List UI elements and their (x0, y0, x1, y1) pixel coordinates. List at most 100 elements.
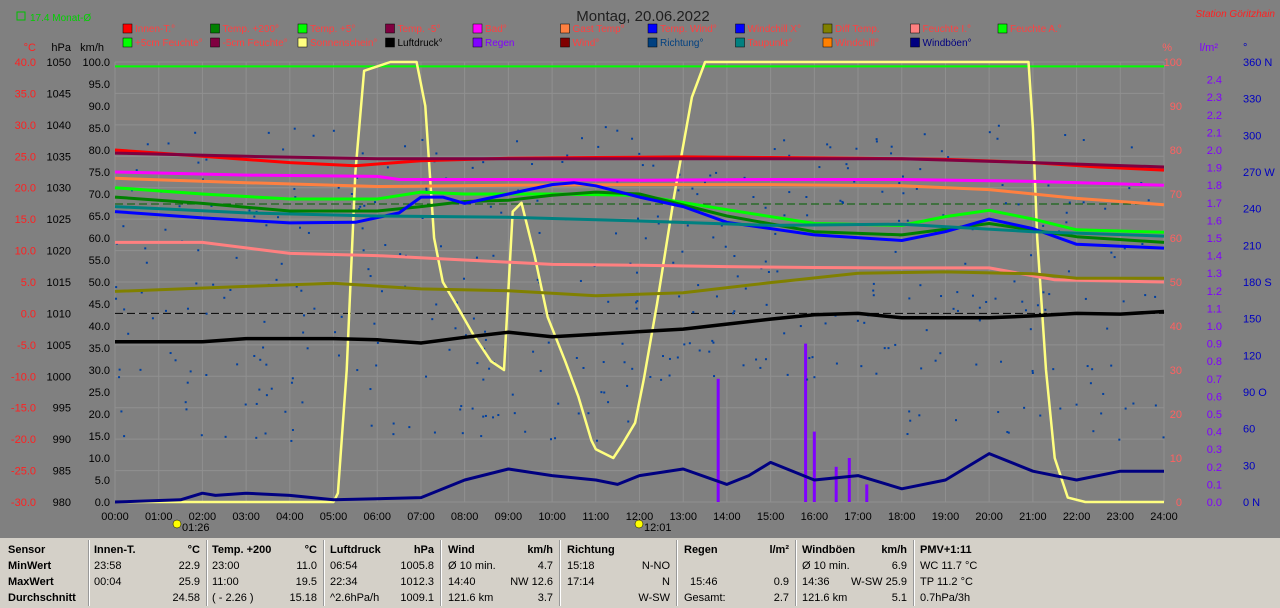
hpa-tick: 1030 (47, 183, 71, 195)
direction-dot (742, 364, 745, 367)
direction-dot (439, 245, 442, 248)
direction-dot (712, 341, 715, 344)
series-lines (114, 60, 1165, 504)
direction-dot (1082, 201, 1085, 204)
series-line (114, 151, 1165, 169)
time-tick: 06:00 (363, 511, 391, 523)
direction-dot (373, 322, 376, 325)
direction-dot (996, 137, 999, 140)
time-tick: 05:00 (320, 511, 348, 523)
boeen-max-time: 14:36 (802, 576, 830, 588)
time-tick: 12:00 (626, 511, 654, 523)
direction-dot (720, 224, 723, 227)
direction-dot (1007, 431, 1010, 434)
legend: Innen-T.° Temp. +200° Temp. +5° Temp. -5° Ba… (122, 23, 1062, 49)
richtung-max-time: 17:14 (567, 576, 595, 588)
direction-dot (656, 215, 659, 218)
direction-tick: 360 N (1243, 57, 1272, 69)
legend-label: Gast Temp° (573, 24, 625, 35)
direction-dot (908, 410, 911, 413)
celsius-tick: -20.0 (11, 434, 36, 446)
series-line (114, 452, 1164, 504)
kmh-tick: 100.0 (82, 57, 110, 69)
station-name: Station Göritzhain (1196, 9, 1276, 20)
direction-dot (637, 217, 640, 220)
direction-dot (997, 124, 1000, 127)
direction-dot (332, 129, 335, 132)
direction-dot (752, 196, 755, 199)
hpa-tick: 1005 (47, 340, 71, 352)
direction-dot (909, 419, 912, 422)
celsius-tick: 30.0 (15, 120, 36, 132)
direction-dot (683, 343, 686, 346)
direction-dot (293, 187, 296, 190)
kmh-tick: 90.0 (89, 101, 110, 113)
direction-dot (369, 275, 372, 278)
series-line (114, 190, 1165, 244)
direction-dot (536, 199, 539, 202)
direction-dot (362, 249, 365, 252)
direction-dot (334, 331, 337, 334)
direction-dot (284, 410, 287, 413)
druck-min: 1005.8 (400, 560, 434, 572)
direction-dot (461, 432, 464, 435)
innen-avg: 24.58 (172, 592, 200, 604)
legend-label: Luftdruck° (398, 38, 443, 49)
series-line (115, 240, 1165, 284)
hpa-tick: 980 (53, 497, 71, 509)
direction-dot (488, 367, 491, 370)
direction-dot (290, 439, 293, 442)
direction-dot (1113, 256, 1116, 259)
direction-dot (988, 131, 991, 134)
wind-min-time: Ø 10 min. (448, 560, 496, 572)
boeen-unit: km/h (881, 544, 907, 556)
direction-dot (200, 434, 203, 437)
direction-dot (340, 315, 343, 318)
hpa-tick: 1020 (47, 246, 71, 258)
direction-dot (1147, 199, 1150, 202)
richtung-max: N (662, 576, 670, 588)
divider (206, 540, 208, 606)
direction-dot (235, 256, 238, 259)
direction-dot (839, 199, 842, 202)
direction-dot (602, 361, 605, 364)
divider (88, 540, 90, 606)
direction-dot (547, 341, 550, 344)
series-line (114, 176, 1165, 207)
direction-dot (908, 297, 911, 300)
direction-dot (127, 332, 130, 335)
direction-dot (764, 206, 767, 209)
direction-dot (975, 363, 978, 366)
direction-dot (875, 138, 878, 141)
wind-unit: km/h (527, 544, 553, 556)
direction-dot (788, 154, 791, 157)
direction-dot (875, 140, 878, 143)
direction-dot (370, 424, 373, 427)
month-avg: 17.4 Monat-Ø (30, 13, 91, 24)
direction-dot (484, 338, 487, 341)
direction-dot (711, 339, 714, 342)
direction-dot (686, 224, 689, 227)
direction-dot (1118, 438, 1121, 441)
direction-dot (759, 366, 762, 369)
boeen-avg-note: 121.6 km (802, 592, 848, 604)
legend-label: Bad° (485, 24, 507, 35)
direction-dot (582, 366, 585, 369)
series-line (114, 186, 1165, 234)
legend-label: Temp. -5° (398, 24, 441, 35)
rain-tick: 0.3 (1207, 444, 1222, 456)
direction-dot (115, 286, 118, 289)
legend-swatch (910, 37, 920, 48)
hpa-tick: 1045 (47, 88, 71, 100)
richtung-min-time: 15:18 (567, 560, 595, 572)
direction-dot (901, 175, 904, 178)
time-tick: 03:00 (232, 511, 260, 523)
legend-item: Windböen° (910, 37, 972, 49)
direction-dot (808, 357, 811, 360)
direction-dot (773, 148, 776, 151)
direction-dot (259, 358, 262, 361)
legend-swatch (910, 23, 920, 34)
direction-dot (649, 375, 652, 378)
direction-dot (806, 214, 809, 217)
direction-dot (902, 192, 905, 195)
